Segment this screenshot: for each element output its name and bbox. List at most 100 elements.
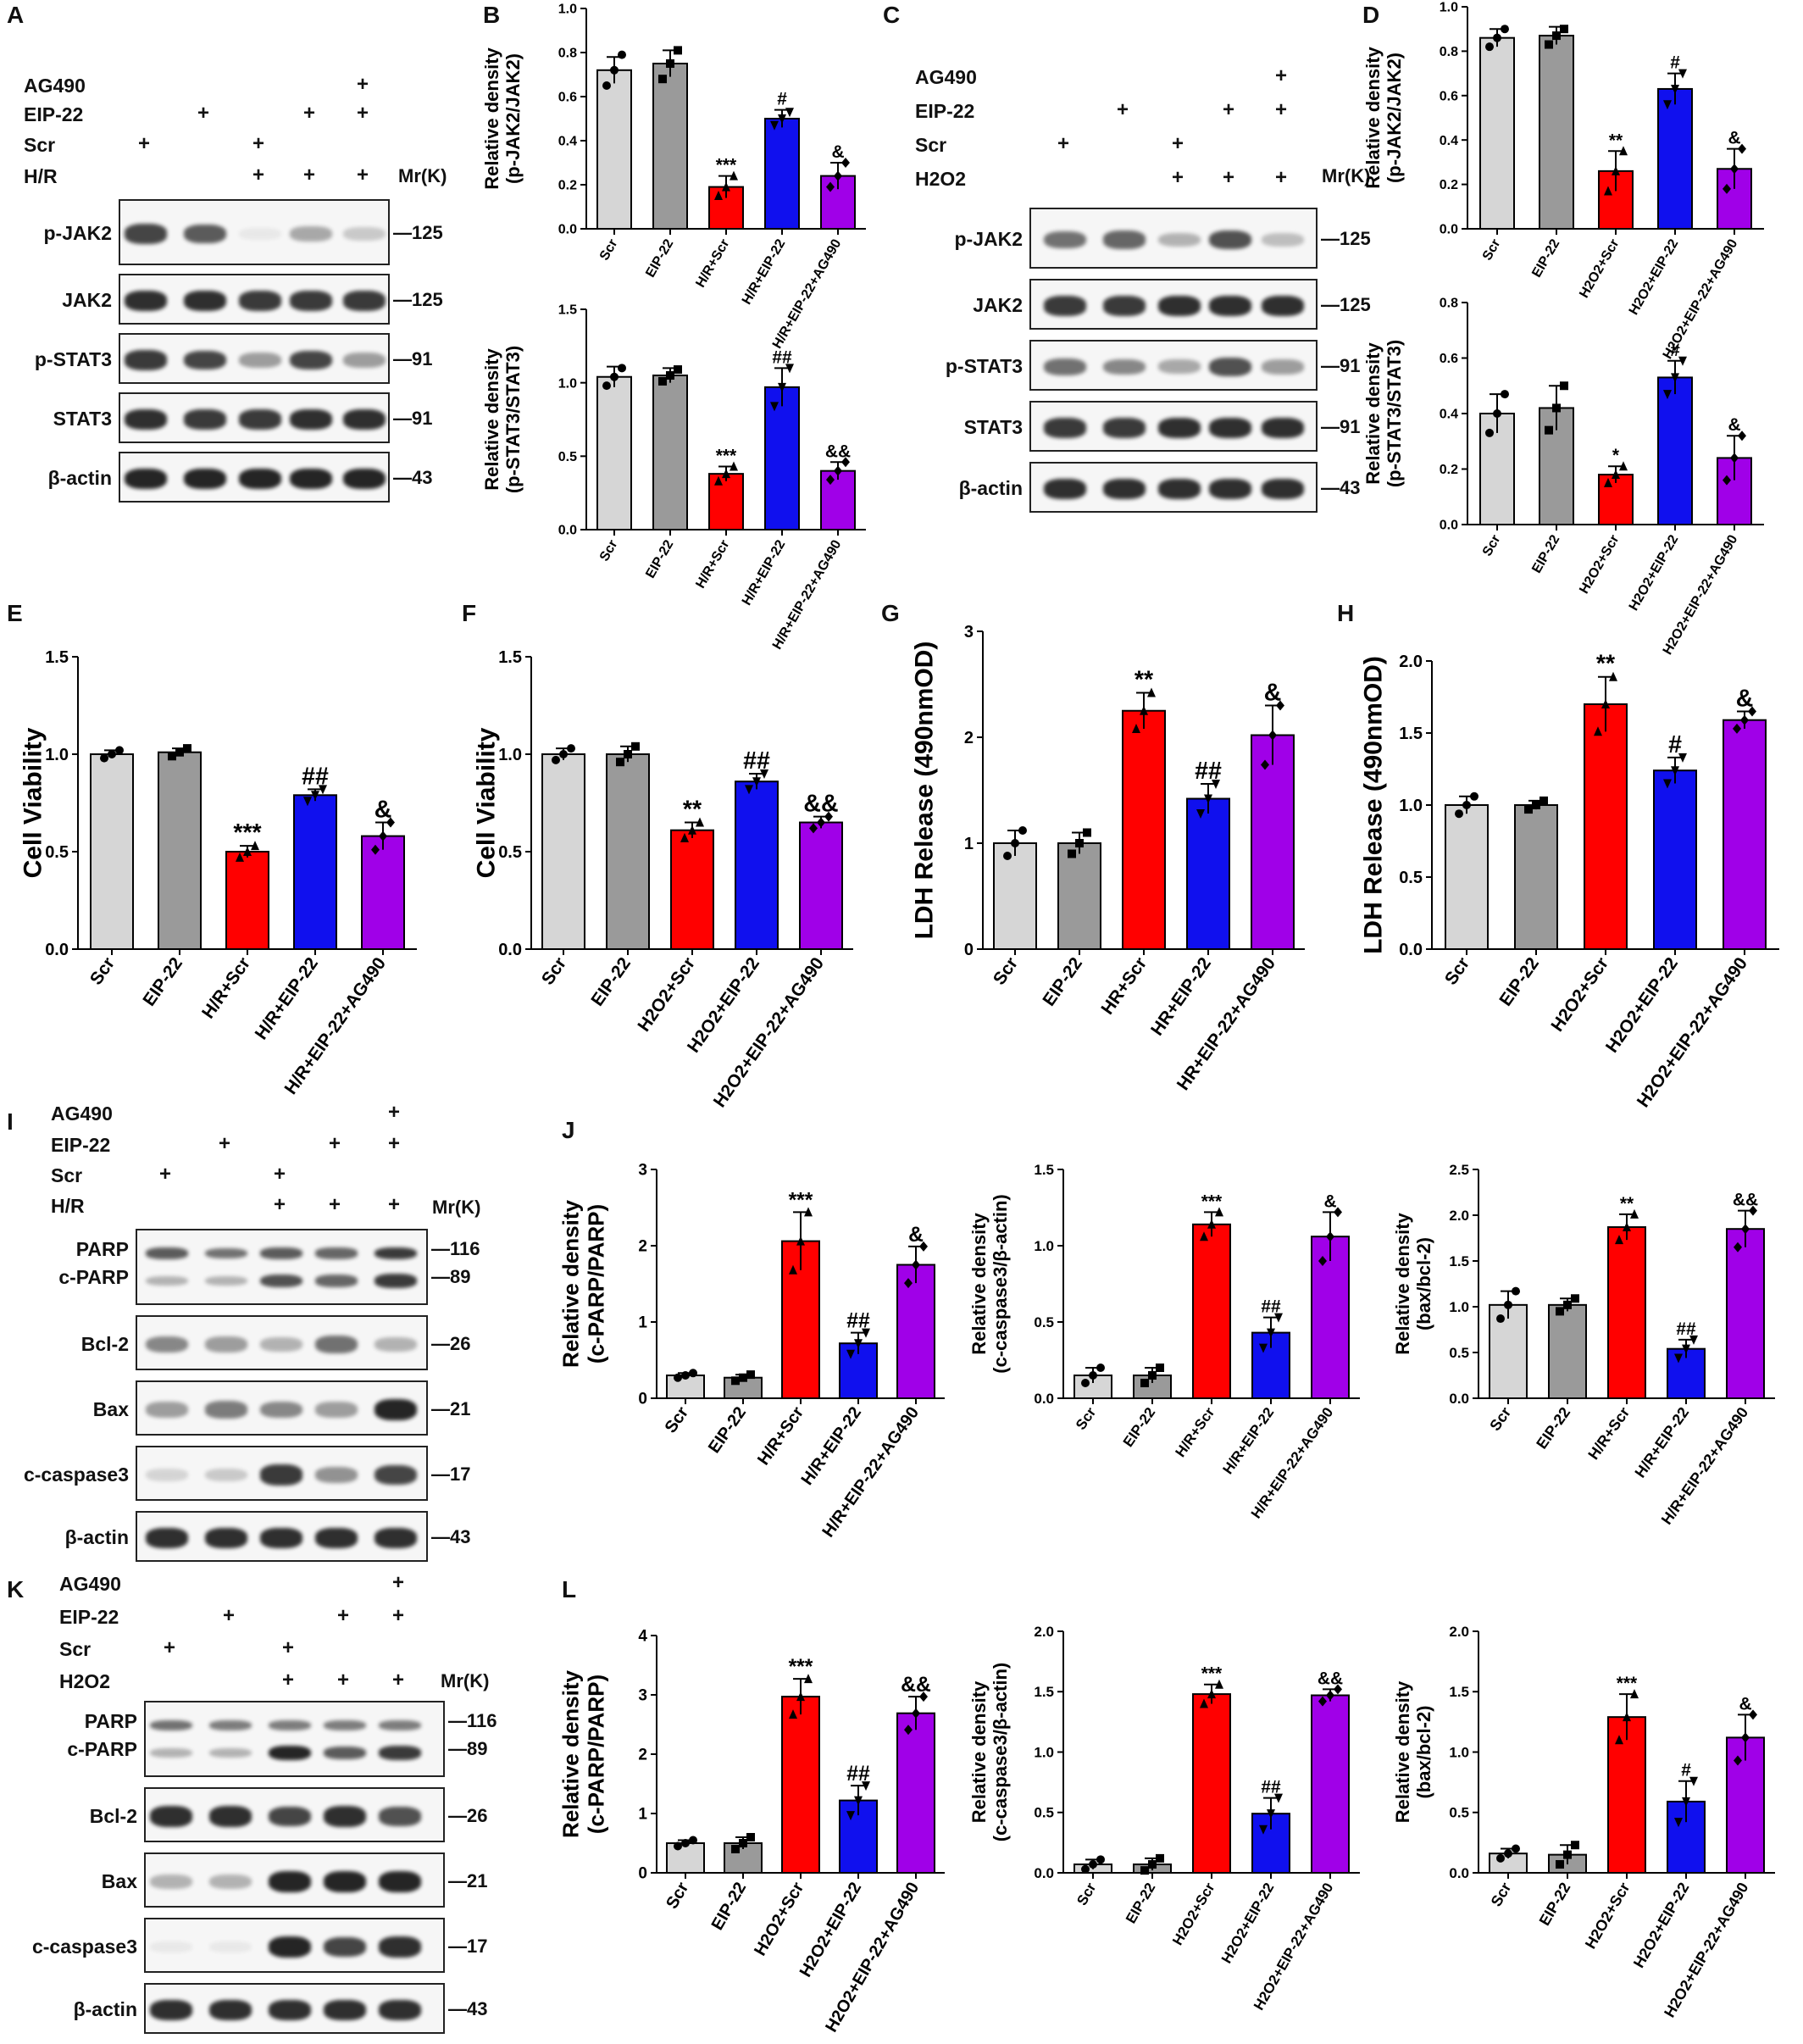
y-tick-label: 1.0 (498, 746, 522, 764)
condition-plus-mark: + (1222, 166, 1235, 189)
data-point (1619, 461, 1628, 471)
blot-band (205, 1528, 247, 1548)
blot-band (324, 2000, 366, 2020)
data-point (674, 1841, 682, 1851)
blot-band (324, 1870, 366, 1893)
data-point (175, 747, 184, 757)
x-tick-label: H2O2+EIP-22+AG490 (710, 954, 828, 1111)
condition-plus-mark: + (273, 1163, 286, 1186)
blot-band (1158, 232, 1201, 247)
significance-label: *** (233, 819, 262, 847)
y-tick-label: 0.4 (1440, 408, 1458, 422)
x-tick-label: Scr (1480, 533, 1504, 559)
condition-label-eip-22: EIP-22 (51, 1134, 111, 1156)
x-tick-label: EIP-22 (1039, 954, 1086, 1010)
blot-band (184, 224, 226, 244)
data-point (236, 852, 244, 862)
y-axis-label: Relative density(p-JAK2/JAK2) (481, 47, 524, 189)
data-point (1671, 766, 1679, 776)
panel-letter-e: E (7, 600, 23, 626)
data-point (1147, 687, 1156, 697)
data-point (1571, 1294, 1579, 1303)
blot-band (150, 1875, 192, 1889)
blot-band (269, 1719, 311, 1731)
data-point (1501, 390, 1509, 399)
data-point (1630, 1689, 1639, 1699)
molecular-weight-stat3: —91 (1321, 416, 1361, 437)
blot-band (269, 2000, 311, 2020)
bar-h2o2-eip-22-ag490 (1311, 1694, 1350, 1874)
significance-label: & (831, 142, 844, 162)
y-tick-label: 0.8 (1440, 297, 1458, 311)
bar-eip-22 (158, 751, 202, 950)
molecular-weight-parp: —116 (431, 1237, 480, 1259)
y-tick-label: 0.5 (1034, 1314, 1054, 1330)
y-axis-label: Relative density(c-PARP/PARP) (558, 1669, 608, 1838)
data-point (674, 1373, 682, 1382)
blot-band (209, 1747, 252, 1758)
blot-band (290, 350, 332, 370)
molecular-weight-bcl-2: —26 (448, 1804, 488, 1826)
bar-scr (1489, 1303, 1528, 1399)
data-point (616, 758, 624, 767)
condition-plus-mark: + (328, 1132, 341, 1155)
blot-band (1158, 479, 1201, 499)
chart-j-ccaspase3: 0.0 0.5 1.0 1.5 Relative density(c-caspase3/… (968, 1162, 1360, 1521)
chart-g-ldh: 0 1 2 3 LDH Release (490nmOD) Scr EIP-22 ** HR+S… (911, 623, 1305, 1094)
y-tick-label: 0.0 (1449, 1391, 1469, 1407)
data-point (1571, 1841, 1579, 1850)
significance-label: ** (1609, 131, 1623, 150)
chart-l-ccaspase3: 0.0 0.5 1.0 1.5 2.0 Relative density(c-caspas… (968, 1624, 1360, 2013)
western-blot-c: AG490 + EIP-22 + + + Scr + + H2O2 + + + Mr(K) p-JAK2 —1… (881, 0, 1371, 542)
significance-label: && (803, 791, 838, 818)
y-tick-label: 0.6 (558, 91, 577, 105)
y-tick-label: 0.0 (1449, 1865, 1469, 1881)
bar-h2o2-eip-22-ag490 (896, 1712, 935, 1874)
x-tick-label: H2O2+Scr (751, 1879, 807, 1958)
y-tick-label: 1.5 (498, 648, 522, 667)
data-point (1612, 165, 1620, 175)
condition-plus-mark: + (1274, 98, 1288, 121)
chart-l-baxbcl2: 0.0 0.5 1.0 1.5 2.0 Relative density(bax/bcl-… (1392, 1624, 1775, 2020)
data-point (746, 1370, 755, 1380)
blot-strip-actin: β-actin —43 (48, 452, 432, 503)
blot-band (324, 1746, 366, 1760)
data-point (371, 844, 380, 855)
data-point (1730, 164, 1739, 175)
y-tick-label: 0.8 (558, 47, 577, 61)
panel-letter-l: L (562, 1576, 577, 1602)
data-point (1496, 1314, 1505, 1324)
y-tick-label: 1.0 (1034, 1238, 1054, 1254)
data-point (1075, 839, 1084, 847)
data-point (904, 1725, 913, 1736)
x-tick-label: H/R+Scr (1172, 1404, 1218, 1460)
data-point (1504, 1300, 1512, 1309)
data-point (1678, 753, 1687, 763)
protein-label-actin: β-actin (958, 477, 1023, 499)
data-point (1200, 1231, 1208, 1241)
molecular-weight-header: Mr(K) (441, 1670, 490, 1691)
blot-strip-p-stat3: p-STAT3 —91 (35, 333, 432, 384)
blot-band (343, 291, 386, 311)
x-tick-label: H/R+EIP-22 (798, 1403, 866, 1488)
data-point (1261, 759, 1269, 770)
data-point (722, 469, 730, 479)
data-point (1318, 1256, 1327, 1266)
protein-label-p-stat3: p-STAT3 (34, 348, 112, 370)
blot-band (146, 1247, 188, 1259)
y-axis-label: Relative density(bax/bcl-2) (1392, 1680, 1434, 1823)
blot-band (1262, 296, 1304, 316)
data-point (610, 65, 619, 75)
molecular-weight-bcl-2: —26 (431, 1332, 471, 1354)
x-tick-label: Scr (1441, 954, 1473, 989)
blot-band (379, 1870, 421, 1893)
y-tick-label: 1.5 (1034, 1684, 1054, 1700)
bar-scr (666, 1842, 705, 1874)
data-point (862, 1328, 870, 1338)
protein-label-bcl-2: Bcl-2 (80, 1332, 129, 1355)
condition-plus-mark: + (356, 102, 369, 125)
molecular-weight-p-jak2: —125 (1321, 228, 1371, 249)
x-tick-label: H/R+EIP-22 (1632, 1404, 1693, 1481)
condition-label-ag490: AG490 (51, 1103, 113, 1125)
significance-label: && (1733, 1191, 1758, 1210)
